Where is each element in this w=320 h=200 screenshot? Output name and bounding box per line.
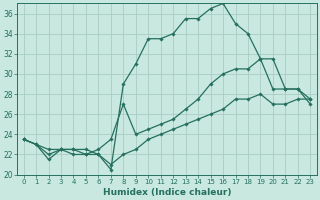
X-axis label: Humidex (Indice chaleur): Humidex (Indice chaleur) [103,188,231,197]
